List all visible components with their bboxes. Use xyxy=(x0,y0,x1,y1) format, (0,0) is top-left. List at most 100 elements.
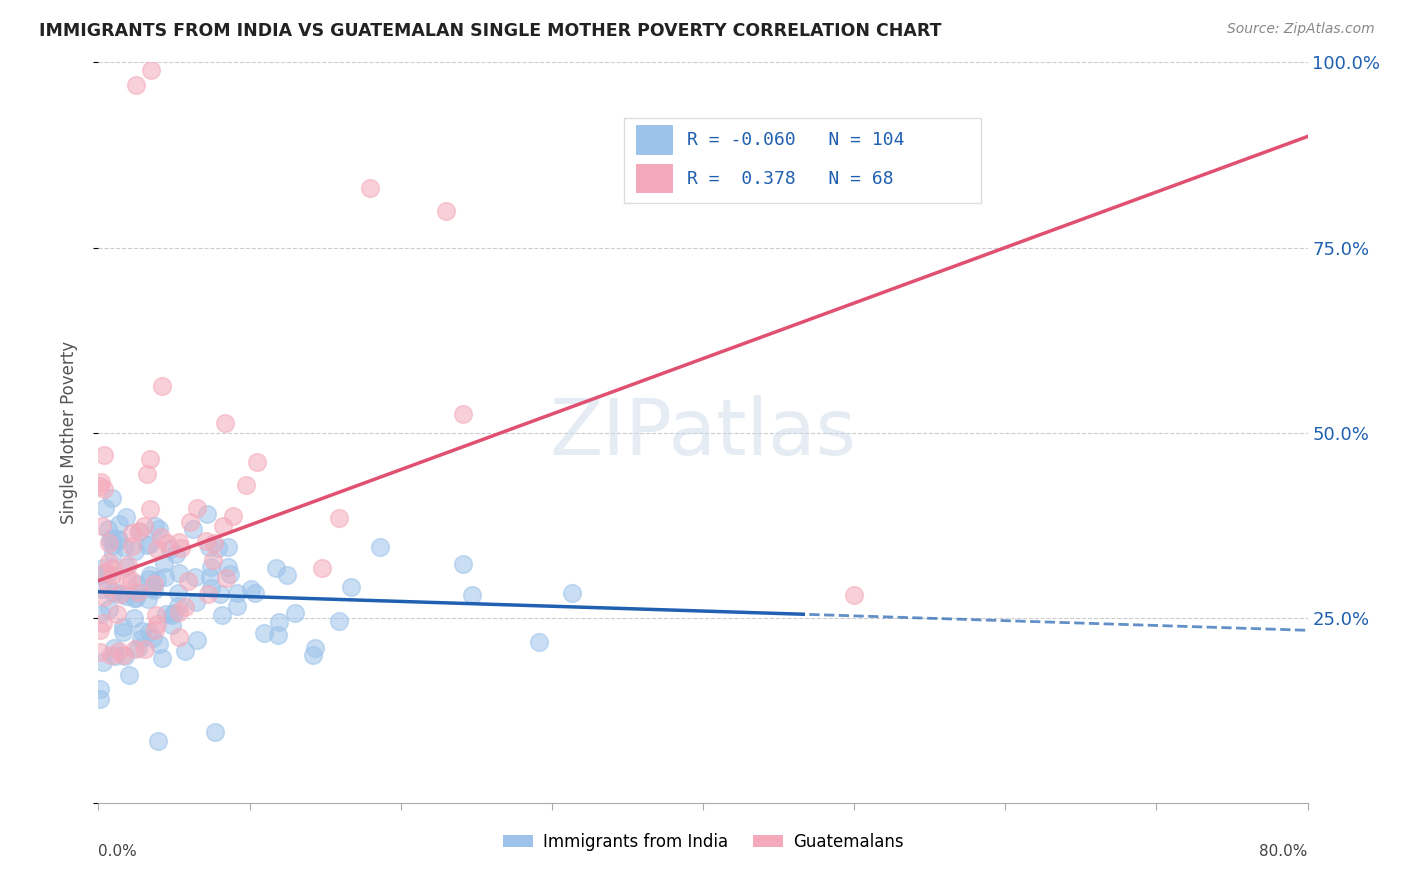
Point xyxy=(129,632,152,647)
Point xyxy=(146,617,169,632)
Point xyxy=(302,648,325,663)
Point xyxy=(167,535,190,549)
Text: ZIPatlas: ZIPatlas xyxy=(550,394,856,471)
Text: 80.0%: 80.0% xyxy=(1260,844,1308,858)
Point xyxy=(131,624,153,639)
Legend: Immigrants from India, Guatemalans: Immigrants from India, Guatemalans xyxy=(496,826,910,857)
Point xyxy=(93,561,115,575)
Point xyxy=(134,642,156,657)
Point xyxy=(94,565,117,579)
Point xyxy=(108,587,131,601)
Point xyxy=(200,570,222,584)
Point xyxy=(125,78,148,92)
Point xyxy=(111,648,134,662)
Point xyxy=(91,519,114,533)
Point xyxy=(155,536,177,550)
Point xyxy=(177,574,200,589)
Point xyxy=(124,544,146,558)
Point xyxy=(142,631,165,645)
Point xyxy=(276,568,298,582)
Point xyxy=(89,623,111,637)
Point xyxy=(148,637,170,651)
Point xyxy=(122,611,145,625)
Point xyxy=(120,573,142,587)
Point xyxy=(146,573,169,587)
Point xyxy=(197,586,219,600)
Point xyxy=(91,655,114,669)
Point xyxy=(103,640,125,655)
Point xyxy=(461,588,484,602)
Point xyxy=(146,734,169,748)
Point xyxy=(97,602,120,616)
Point xyxy=(184,570,207,584)
Point xyxy=(97,522,120,536)
Point xyxy=(163,606,186,620)
Point xyxy=(89,645,111,659)
Point xyxy=(115,572,138,586)
Point xyxy=(98,533,121,548)
Point xyxy=(101,531,124,545)
Point xyxy=(90,607,112,621)
Point xyxy=(100,648,122,662)
Point xyxy=(128,524,150,539)
Point xyxy=(127,586,149,600)
Text: IMMIGRANTS FROM INDIA VS GUATEMALAN SINGLE MOTHER POVERTY CORRELATION CHART: IMMIGRANTS FROM INDIA VS GUATEMALAN SING… xyxy=(39,22,942,40)
Point xyxy=(139,451,162,466)
Point xyxy=(194,533,217,548)
Point xyxy=(97,555,120,569)
FancyBboxPatch shape xyxy=(624,118,981,203)
Point xyxy=(146,542,169,557)
Point xyxy=(328,614,350,628)
Point xyxy=(179,515,201,529)
Point xyxy=(173,600,195,615)
Point xyxy=(150,650,173,665)
Point xyxy=(115,590,138,604)
Point xyxy=(434,203,457,218)
Point xyxy=(150,530,173,544)
Point xyxy=(153,556,176,570)
Point xyxy=(101,491,124,505)
Point xyxy=(97,579,120,593)
Point xyxy=(217,540,239,554)
Point xyxy=(243,585,266,599)
Point xyxy=(235,477,257,491)
Point xyxy=(159,542,181,557)
Point xyxy=(124,642,146,657)
Point xyxy=(167,630,190,644)
Point xyxy=(91,582,114,596)
Point xyxy=(111,620,134,634)
Point xyxy=(125,591,148,605)
Point xyxy=(186,595,208,609)
Point xyxy=(200,559,222,574)
Point xyxy=(142,576,165,591)
Point xyxy=(174,644,197,658)
Point xyxy=(148,522,170,536)
Point xyxy=(143,623,166,637)
Point xyxy=(138,591,160,606)
Text: Source: ZipAtlas.com: Source: ZipAtlas.com xyxy=(1227,22,1375,37)
Point xyxy=(145,608,167,623)
Point xyxy=(202,536,225,550)
Point xyxy=(89,681,111,696)
FancyBboxPatch shape xyxy=(637,126,672,155)
Point xyxy=(89,692,111,706)
Point xyxy=(117,558,139,573)
Point xyxy=(561,586,583,600)
Point xyxy=(167,586,190,600)
Point xyxy=(111,624,134,639)
Point xyxy=(93,483,115,497)
Point xyxy=(160,607,183,622)
Point xyxy=(253,625,276,640)
Point xyxy=(139,502,162,516)
Point xyxy=(89,479,111,493)
Point xyxy=(93,616,115,631)
Point xyxy=(139,568,162,582)
Point xyxy=(128,524,150,539)
Point xyxy=(167,599,190,614)
Point xyxy=(214,571,236,585)
Point xyxy=(226,599,249,614)
Point xyxy=(107,532,129,546)
Point xyxy=(153,569,176,583)
Point xyxy=(328,511,350,525)
Point xyxy=(90,475,112,490)
